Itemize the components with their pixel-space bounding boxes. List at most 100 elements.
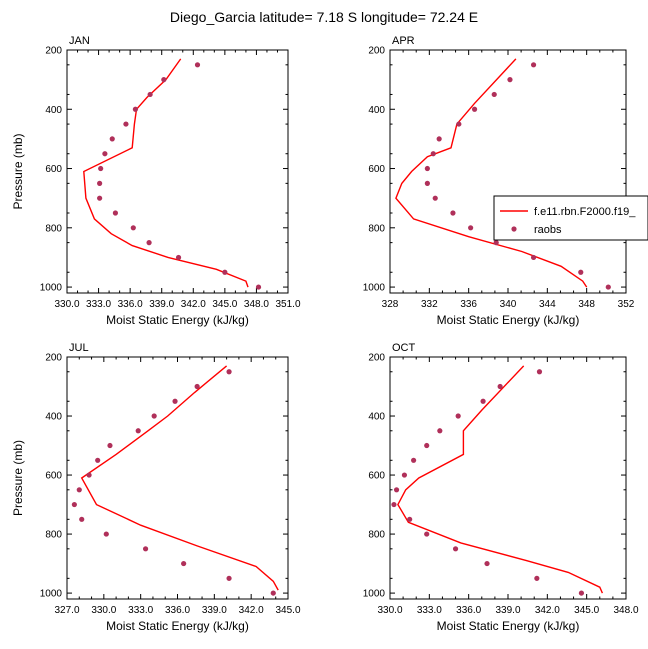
series-model-line-oct [397,365,604,594]
x-tick-label-apr: 328 [382,299,399,310]
x-axis-label-apr: Moist Static Energy (kJ/kg) [437,313,580,327]
legend-box [493,195,648,241]
raobs-point-oct [497,383,503,390]
plot-frame-jul [66,356,289,600]
series-model-line-jul [80,365,279,591]
x-tick-label-jan: 333.0 [86,299,111,310]
x-tick-label-apr: 344 [539,299,556,310]
panel-title-jan: JAN [69,35,90,47]
y-tick-label-jan: 200 [45,46,62,57]
raobs-point-jan [147,91,153,98]
panel-title-apr: APR [392,35,415,47]
raobs-point-oct [484,560,490,567]
y-tick-label-oct: 400 [368,412,385,423]
raobs-point-jul [270,590,276,596]
raobs-point-apr [436,136,442,142]
raobs-point-jan [194,62,201,68]
raobs-point-jul [79,516,85,522]
x-tick-label-jul: 342.0 [239,605,264,616]
raobs-point-jul [181,560,187,567]
y-tick-label-jan: 400 [45,105,62,116]
plot-frame-jan [66,49,289,294]
raobs-point-oct [455,413,461,419]
y-tick-label-apr: 400 [368,105,385,116]
raobs-point-oct [437,428,443,434]
raobs-point-oct [424,442,430,449]
x-tick-label-apr: 340 [500,299,517,310]
x-tick-label-jan: 339.0 [149,299,174,310]
raobs-point-jan [97,195,103,201]
legend: f.e11.rbn.F2000.f19_ raobs [493,195,648,241]
x-tick-label-jul: 345.0 [275,605,300,616]
x-tick-label-jan: 342.0 [181,299,206,310]
y-tick-label-apr: 600 [368,164,385,175]
raobs-point-apr [471,106,478,112]
x-tick-label-oct: 330.0 [377,605,402,616]
x-tick-label-oct: 339.0 [495,605,520,616]
raobs-point-jul [142,546,149,552]
raobs-point-oct [411,457,417,463]
raobs-point-apr [468,225,474,231]
raobs-point-apr [493,240,499,246]
raobs-point-jul [226,369,232,375]
raobs-point-oct [480,398,486,404]
y-tick-label-oct: 1000 [363,589,386,600]
figure-title: Diego_Garcia latitude= 7.18 S longitude=… [170,9,478,25]
x-tick-label-apr: 352 [618,299,635,310]
raobs-point-apr [530,254,537,261]
x-tick-label-jan: 351.0 [275,299,300,310]
y-tick-label-jul: 800 [45,530,62,541]
y-tick-label-jul: 1000 [40,589,63,600]
raobs-point-jul [151,413,157,419]
raobs-point-oct [534,575,540,581]
y-tick-label-jul: 600 [45,471,62,482]
y-axis-label-jan: Pressure (mb) [11,133,25,209]
y-tick-label-oct: 800 [368,530,385,541]
raobs-point-jan [97,180,103,186]
panel-jan: JAN 330.0 333.0 336.0 339.0 342.0 345.0 348.0 35… [11,35,301,327]
raobs-point-jul [194,383,200,390]
plot-frame-apr [389,49,627,294]
panel-title-oct: OCT [392,342,416,354]
raobs-point-jan [146,240,152,246]
plot-frame-oct [389,356,627,600]
series-model-line-jan [83,58,249,288]
x-axis-label-jan: Moist Static Energy (kJ/kg) [106,313,249,327]
y-tick-label-oct: 200 [368,353,385,364]
x-tick-label-oct: 336.0 [456,605,481,616]
raobs-point-apr [430,151,436,157]
raobs-point-jan [109,136,115,142]
y-tick-label-jul: 400 [45,412,62,423]
x-tick-label-jul: 336.0 [165,605,190,616]
raobs-point-jul [86,472,92,478]
raobs-point-jan [98,165,104,172]
x-tick-label-oct: 348.0 [613,605,638,616]
legend-obs-label: raobs [534,224,562,236]
x-tick-label-oct: 345.0 [574,605,599,616]
raobs-point-jan [112,210,119,216]
y-tick-label-oct: 600 [368,471,385,482]
raobs-point-jul [135,428,141,434]
y-axis-label-jul: Pressure (mb) [11,440,25,516]
panel-oct: OCT 330.0 333.0 336.0 339.0 342.0 345.0 348.0 20… [363,342,639,633]
raobs-point-oct [536,369,543,375]
raobs-point-apr [578,269,584,275]
raobs-point-apr [530,62,537,68]
x-tick-label-apr: 332 [421,299,438,310]
panel-jul: JUL 327.0 330.0 333.0 336.0 339.0 342.0 345.0 20… [11,342,301,633]
raobs-point-jan [130,225,136,231]
raobs-point-oct [578,590,585,596]
raobs-point-apr [605,284,611,290]
raobs-point-jan [123,121,129,127]
x-tick-label-apr: 348 [578,299,595,310]
raobs-point-apr [424,180,430,186]
raobs-point-jul [76,487,82,493]
x-tick-label-oct: 333.0 [417,605,442,616]
x-tick-label-jan: 330.0 [54,299,79,310]
raobs-point-jul [226,575,232,581]
raobs-point-oct [391,501,397,508]
x-axis-label-oct: Moist Static Energy (kJ/kg) [437,619,580,633]
x-tick-label-jul: 333.0 [128,605,153,616]
raobs-point-oct [407,516,413,522]
